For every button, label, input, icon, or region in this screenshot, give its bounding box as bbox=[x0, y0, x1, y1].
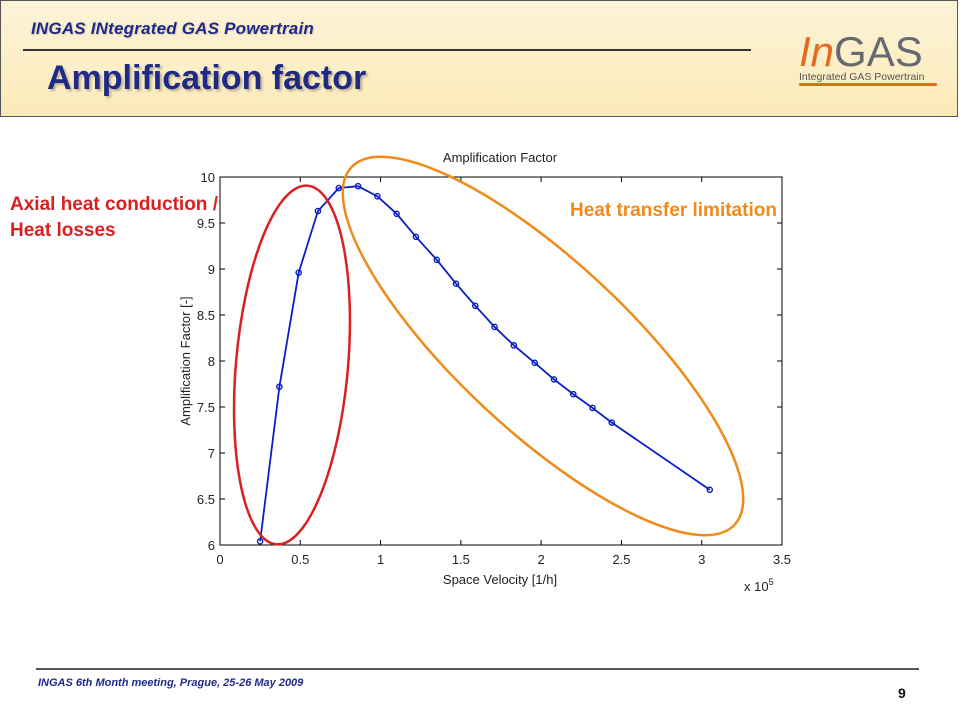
data-point bbox=[335, 184, 343, 192]
data-point bbox=[295, 269, 302, 276]
data-point bbox=[706, 486, 714, 494]
y-tick-label: 6 bbox=[208, 538, 215, 553]
data-point bbox=[550, 376, 558, 383]
left-highlight-ellipse bbox=[232, 184, 352, 546]
y-tick-label: 7.5 bbox=[197, 400, 215, 415]
x-tick-label: 0 bbox=[216, 552, 223, 567]
page-number: 9 bbox=[898, 685, 906, 701]
x-multiplier-exponent: 5 bbox=[769, 577, 774, 587]
x-tick-label: 0.5 bbox=[291, 552, 309, 567]
x-tick-label: 1 bbox=[377, 552, 384, 567]
data-point bbox=[472, 302, 479, 310]
data-point bbox=[314, 207, 322, 215]
data-point bbox=[433, 256, 441, 264]
data-point bbox=[569, 390, 577, 398]
data-point bbox=[452, 280, 460, 288]
data-point bbox=[276, 383, 283, 391]
x-ticks: 0 0.5 1 1.5 2 2.5 3 3.5 bbox=[216, 177, 791, 567]
data-point bbox=[393, 210, 400, 218]
series-line bbox=[259, 185, 711, 542]
y-tick-label: 8.5 bbox=[197, 308, 215, 323]
data-point bbox=[374, 193, 381, 200]
logo-tagline: Integrated GAS Powertrain bbox=[799, 71, 925, 83]
ingas-logo: InGAS Integrated GAS Powertrain bbox=[799, 31, 939, 91]
x-multiplier-base: x 10 bbox=[744, 579, 769, 594]
y-tick-label: 7 bbox=[208, 446, 215, 461]
data-point bbox=[412, 233, 420, 241]
y-tick-label: 8 bbox=[208, 354, 215, 369]
x-axis-label: Space Velocity [1/h] bbox=[443, 572, 557, 587]
slide-header: INGAS INtegrated GAS Powertrain Amplific… bbox=[0, 0, 958, 117]
logo-wordmark: InGAS bbox=[799, 31, 923, 73]
annotation-axial-line2: Heat losses bbox=[10, 220, 116, 241]
x-tick-label: 2.5 bbox=[612, 552, 630, 567]
y-tick-label: 6.5 bbox=[197, 492, 215, 507]
y-tick-label: 10 bbox=[201, 170, 215, 185]
x-tick-label: 1.5 bbox=[452, 552, 470, 567]
x-tick-label: 2 bbox=[538, 552, 545, 567]
chart-title: Amplification Factor bbox=[443, 150, 558, 165]
y-axis-label: Amplification Factor [-] bbox=[178, 296, 193, 425]
data-point bbox=[491, 323, 498, 331]
data-point bbox=[256, 538, 264, 545]
footer-divider bbox=[36, 668, 919, 670]
logo-swoosh bbox=[799, 83, 937, 86]
data-point bbox=[354, 182, 362, 190]
footer-meeting-info: INGAS 6th Month meeting, Prague, 25-26 M… bbox=[38, 677, 304, 689]
x-tick-label: 3.5 bbox=[773, 552, 791, 567]
plot-area bbox=[219, 176, 783, 546]
annotation-axial-line1: Axial heat conduction / bbox=[10, 194, 218, 215]
x-tick-label: 3 bbox=[698, 552, 705, 567]
data-point bbox=[510, 342, 518, 349]
y-tick-label: 9.5 bbox=[197, 216, 215, 231]
x-multiplier: x 105 bbox=[744, 577, 774, 594]
data-point bbox=[608, 419, 616, 426]
page-title: Amplification factor bbox=[47, 59, 367, 97]
header-subtitle: INGAS INtegrated GAS Powertrain bbox=[31, 19, 314, 38]
annotation-axial-heat: Axial heat conduction / Heat losses bbox=[10, 192, 218, 244]
annotation-heat-transfer: Heat transfer limitation bbox=[570, 200, 777, 221]
series-points bbox=[256, 182, 714, 545]
y-tick-label: 9 bbox=[208, 262, 215, 277]
logo-gas: GAS bbox=[834, 28, 923, 75]
y-ticks: 6 6.5 7 7.5 8 8.5 9 9.5 10 bbox=[197, 170, 782, 553]
header-divider bbox=[23, 49, 751, 51]
logo-in: In bbox=[799, 28, 835, 75]
data-point bbox=[531, 359, 539, 367]
right-highlight-ellipse bbox=[341, 155, 745, 537]
data-point bbox=[589, 404, 596, 412]
